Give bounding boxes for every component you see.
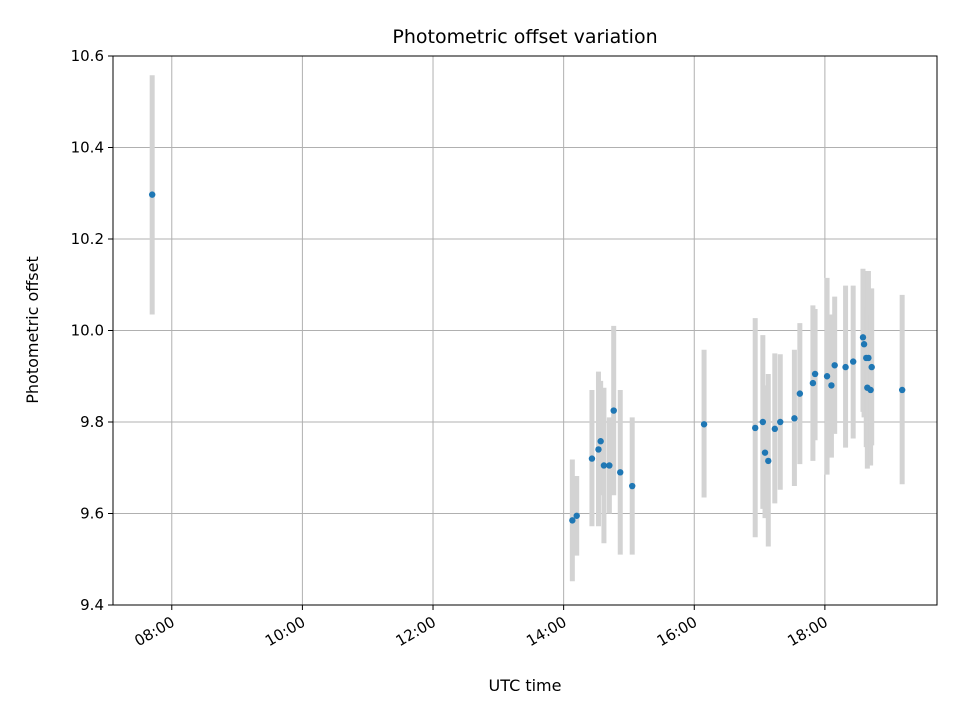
data-point	[629, 482, 636, 490]
data-point	[610, 407, 617, 414]
data-point	[823, 373, 831, 380]
data-point	[849, 358, 857, 365]
data-point	[148, 191, 156, 198]
y-tick-label: 10.0	[71, 322, 104, 340]
data-point	[777, 418, 784, 426]
y-tick-label: 9.6	[80, 505, 104, 523]
data-point	[752, 424, 759, 432]
data-point	[588, 455, 596, 462]
data-point	[867, 386, 874, 394]
y-tick-label: 10.6	[71, 47, 104, 65]
y-tick-label: 9.4	[80, 596, 104, 614]
y-tick-label: 10.2	[71, 230, 104, 248]
y-axis-ticks: 9.4 9.6 9.8 10.0 10.2 10.4 10.6	[71, 47, 113, 614]
data-point	[791, 415, 798, 422]
data-point	[761, 449, 769, 456]
data-point	[700, 421, 708, 428]
data-point	[597, 438, 604, 445]
data-point	[898, 386, 906, 394]
data-point	[865, 354, 872, 362]
data-points	[148, 191, 906, 524]
data-point	[842, 363, 849, 371]
data-point	[617, 469, 624, 476]
data-point	[606, 462, 613, 469]
y-axis-label: Photometric offset	[23, 256, 42, 404]
data-point	[868, 363, 875, 371]
data-point	[573, 512, 580, 519]
data-point	[771, 425, 779, 433]
data-point	[860, 341, 868, 348]
chart-title: Photometric offset variation	[392, 26, 657, 48]
data-point	[859, 334, 867, 341]
data-point	[595, 446, 602, 453]
y-tick-label: 9.8	[80, 413, 104, 431]
data-point	[600, 462, 608, 469]
data-point	[569, 517, 576, 524]
data-point	[811, 370, 819, 378]
x-axis-label: UTC time	[489, 676, 562, 695]
y-tick-label: 10.4	[71, 139, 104, 157]
grid-lines	[113, 55, 937, 606]
data-point	[765, 457, 772, 465]
data-point	[828, 382, 835, 389]
data-point	[796, 390, 804, 397]
data-point	[809, 379, 817, 387]
data-point	[759, 418, 767, 426]
data-point	[831, 362, 838, 369]
